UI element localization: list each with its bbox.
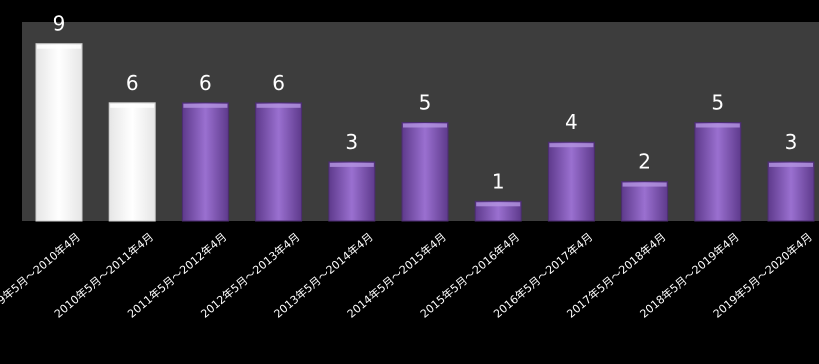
value-label-7: 1 — [492, 169, 505, 193]
bar-2 — [108, 102, 156, 222]
bar-9 — [621, 181, 669, 222]
bar-5 — [328, 161, 376, 222]
value-label-9: 2 — [638, 150, 651, 174]
bar-3 — [181, 102, 229, 222]
bar-bevel-8 — [549, 143, 594, 148]
bar-bevel-3 — [183, 103, 228, 108]
x-tick-labels-group: 2009年5月～2010年4月2010年5月～2011年4月2011年5月～20… — [0, 230, 815, 321]
bar-bevel-4 — [256, 103, 301, 108]
bar-11 — [767, 161, 815, 222]
bar-8 — [547, 141, 595, 222]
value-label-5: 3 — [345, 130, 358, 154]
value-label-11: 3 — [785, 130, 798, 154]
value-label-3: 6 — [199, 71, 212, 95]
value-label-6: 5 — [419, 91, 432, 115]
bars-group — [35, 43, 815, 222]
bar-bevel-1 — [37, 44, 81, 49]
bar-bevel-5 — [329, 162, 374, 167]
bar-10 — [694, 122, 742, 222]
value-label-10: 5 — [711, 91, 724, 115]
value-label-4: 6 — [272, 71, 285, 95]
bar-6 — [401, 122, 449, 222]
bar-bevel-6 — [403, 123, 447, 128]
bar-1 — [35, 43, 83, 222]
bar-bevel-9 — [622, 182, 667, 187]
value-label-1: 9 — [53, 12, 66, 36]
bar-bevel-11 — [769, 162, 813, 167]
value-label-8: 4 — [565, 110, 578, 134]
value-labels-group: 9 6 6 6 3 5 1 4 2 5 3 — [53, 12, 798, 194]
bar-4 — [255, 102, 303, 222]
bar-bevel-7 — [476, 202, 521, 207]
bar-bevel-10 — [695, 123, 740, 128]
value-label-2: 6 — [126, 71, 139, 95]
bar-bevel-2 — [110, 103, 155, 108]
